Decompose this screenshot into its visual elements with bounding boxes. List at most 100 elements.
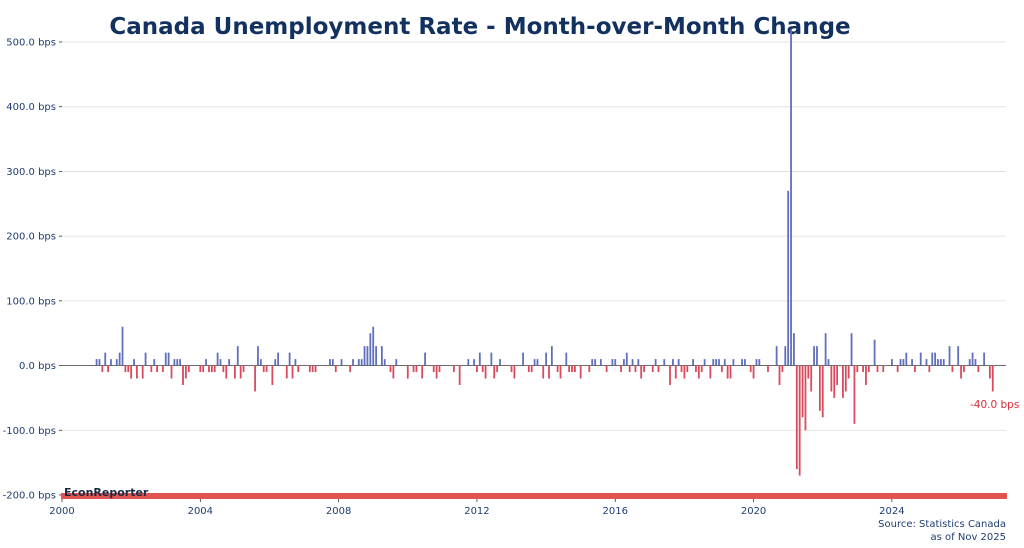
bar [104, 352, 107, 366]
bar [824, 333, 827, 366]
bar [271, 365, 274, 385]
bar [755, 359, 758, 366]
bar [395, 359, 398, 366]
x-axis: 2000 2004 2008 2012 2016 2020 2024 [49, 499, 905, 517]
bar [357, 359, 360, 366]
bar [467, 359, 470, 366]
bar [709, 365, 712, 379]
bar [850, 333, 853, 366]
bar [496, 365, 499, 373]
bar [795, 365, 798, 470]
x-tick-label: 2016 [603, 506, 628, 517]
source-line: Source: Statistics Canada [878, 519, 1006, 530]
bar [896, 365, 899, 373]
bar [349, 365, 352, 373]
bar [937, 359, 939, 366]
bar [741, 359, 743, 366]
bar [631, 359, 634, 366]
bar [891, 359, 893, 366]
bar [988, 365, 991, 379]
bar [574, 365, 576, 373]
bar [643, 365, 645, 373]
bar [522, 352, 524, 366]
bar [213, 365, 216, 373]
bar [683, 365, 686, 379]
bar [363, 346, 366, 366]
bar [331, 359, 334, 366]
bar [274, 359, 277, 366]
bar [810, 365, 813, 392]
bar [136, 365, 138, 379]
bar [277, 352, 280, 366]
bar [314, 365, 317, 373]
bar [876, 365, 879, 373]
bar [548, 365, 550, 379]
bar [844, 365, 847, 392]
y-tick-label: 400.0 bps [6, 102, 56, 113]
bar [816, 346, 818, 366]
bar [798, 365, 801, 476]
bar [133, 359, 135, 366]
bar [620, 365, 622, 373]
bar [818, 365, 821, 411]
bar [749, 365, 752, 373]
bar [847, 365, 850, 379]
bar [259, 359, 262, 366]
y-tick-label: 500.0 bps [6, 38, 56, 49]
bar [101, 365, 104, 373]
bar [867, 365, 870, 373]
bar [182, 365, 184, 385]
y-axis: -200.0 bps -100.0 bps 0.0 bps 100.0 bps 200.… [3, 38, 62, 502]
bar-series [95, 29, 994, 476]
bar [899, 359, 902, 366]
bar [686, 365, 689, 373]
bar [821, 365, 824, 418]
bar [663, 359, 666, 366]
x-tick-label: 2012 [464, 506, 489, 517]
bar [963, 365, 965, 373]
x-tick-label: 2008 [326, 506, 351, 517]
brand-bar [61, 493, 1007, 499]
x-tick-label: 2004 [188, 506, 213, 517]
bar [813, 346, 815, 366]
bar [669, 365, 671, 385]
bar [98, 359, 101, 366]
bar [752, 365, 755, 379]
bar [372, 326, 375, 366]
bar [225, 365, 228, 379]
bar [758, 359, 761, 366]
bar [265, 365, 268, 373]
bar [971, 352, 974, 366]
bar [729, 365, 732, 379]
bar [651, 365, 654, 373]
bar [628, 365, 631, 373]
bar [919, 352, 922, 366]
bar [127, 365, 130, 373]
x-tick-label: 2024 [879, 506, 904, 517]
bar [634, 365, 637, 373]
bar [599, 359, 602, 366]
bar [836, 365, 839, 385]
bar [579, 365, 582, 379]
bar [107, 365, 109, 373]
bar [380, 346, 383, 366]
bar [352, 359, 354, 366]
bar [931, 352, 934, 366]
bar [925, 359, 928, 366]
bar [697, 365, 700, 379]
bar [873, 339, 876, 366]
bar [308, 365, 311, 373]
bar [438, 365, 441, 373]
bar [141, 365, 144, 379]
y-tick-label: 0.0 bps [19, 361, 56, 372]
bar [545, 352, 547, 366]
bar [934, 352, 937, 366]
bar [294, 359, 297, 366]
bar [458, 365, 461, 385]
bar [115, 359, 118, 366]
bar [536, 359, 539, 366]
bar [715, 359, 718, 366]
bar [914, 365, 916, 373]
bar [210, 365, 213, 373]
